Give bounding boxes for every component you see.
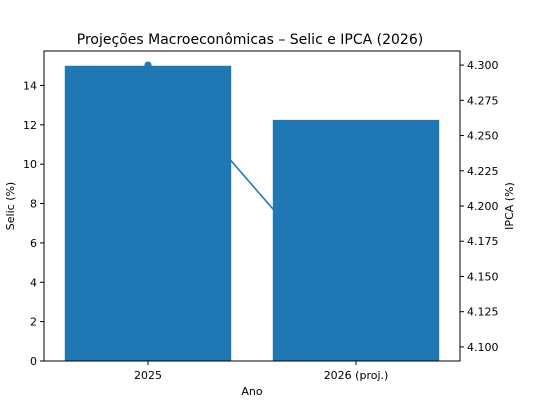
- right-tick-label-2: 4.150: [467, 270, 499, 283]
- left-axis-ticks: 0 2 4 6 8 10 12 14: [23, 79, 44, 368]
- x-tick-label-1: 2026 (proj.): [324, 369, 389, 382]
- left-tick-label-3: 6: [30, 237, 37, 250]
- line-series: [147, 64, 357, 306]
- left-tick-label-2: 4: [30, 276, 37, 289]
- right-tick-label-6: 4.250: [467, 130, 499, 143]
- chart-title: Projeções Macroeconômicas – Selic e IPCA…: [77, 32, 423, 48]
- left-tick-label-0: 0: [30, 355, 37, 368]
- left-tick-label-1: 2: [30, 316, 37, 329]
- right-tick-label-0: 4.100: [467, 341, 499, 354]
- bar-1: [272, 119, 440, 361]
- right-tick-label-4: 4.200: [467, 200, 499, 213]
- line-series-group: [144, 61, 360, 309]
- left-tick-label-7: 14: [23, 79, 37, 92]
- y-axis-label-right: IPCA (%): [503, 182, 516, 230]
- x-axis-ticks: 2025 2026 (proj.): [134, 361, 388, 382]
- bar-group: [64, 65, 440, 361]
- x-axis-label: Ano: [241, 385, 262, 398]
- right-tick-label-1: 4.125: [467, 306, 499, 319]
- line-point-1: [352, 301, 360, 309]
- left-tick-label-4: 8: [30, 198, 37, 211]
- right-tick-label-3: 4.175: [467, 235, 499, 248]
- y-axis-label-left: Selic (%): [4, 182, 17, 230]
- right-tick-label-5: 4.225: [467, 165, 499, 178]
- left-tick-label-5: 10: [23, 158, 37, 171]
- left-tick-label-6: 12: [23, 119, 37, 132]
- right-tick-label-7: 4.275: [467, 94, 499, 107]
- line-point-0: [144, 61, 152, 69]
- x-tick-label-0: 2025: [134, 369, 162, 382]
- bar-0: [64, 65, 232, 361]
- right-axis-ticks: 4.100 4.125 4.150 4.175 4.200 4.225 4.250 4.275…: [460, 59, 499, 354]
- right-tick-label-8: 4.300: [467, 59, 499, 72]
